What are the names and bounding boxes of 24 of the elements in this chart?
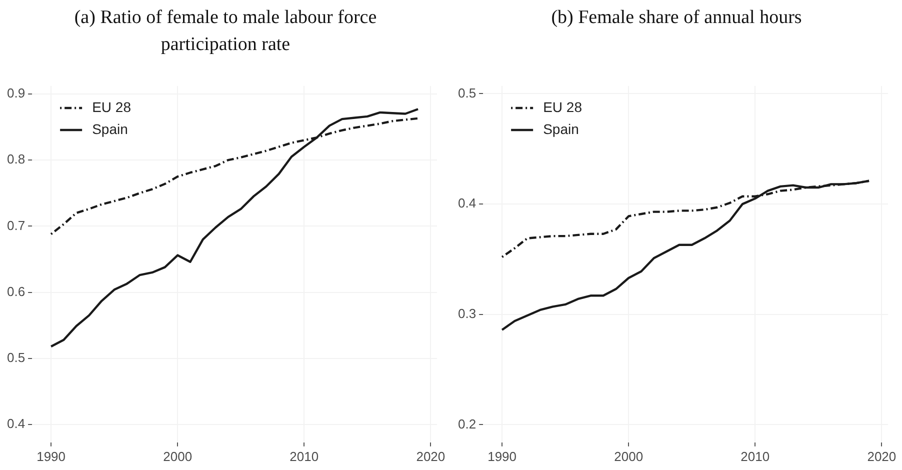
y-tick-label: 0.3	[458, 306, 476, 321]
x-tick-label: 2010	[290, 448, 319, 464]
legend-label: EU 28	[543, 98, 582, 115]
legend-label: Spain	[543, 120, 579, 137]
chart-title: (a) Ratio of female to male labour force participation rate	[73, 6, 378, 57]
x-tick-label: 2020	[867, 448, 896, 464]
y-tick-label: 0.7	[6, 218, 26, 233]
legend-label: EU 28	[92, 98, 132, 115]
x-tick-label: 2000	[614, 448, 644, 464]
x-tick-label: 1990	[36, 448, 66, 464]
x-tick-label: 2010	[740, 448, 770, 464]
y-tick-label: 0.2	[458, 416, 476, 432]
legend-label: Spain	[92, 120, 128, 137]
y-tick-label: 0.9	[6, 86, 26, 101]
y-tick-label: 0.4	[458, 196, 476, 211]
x-tick-label: 2020	[416, 448, 446, 464]
x-tick-label: 1990	[488, 448, 517, 464]
chart-title: (b) Female share of annual hours	[550, 6, 803, 30]
x-tick-label: 2000	[163, 448, 192, 464]
y-tick-label: 0.6	[6, 284, 26, 299]
y-tick-label: 0.5	[458, 85, 476, 100]
y-tick-label: 0.8	[6, 152, 26, 167]
y-tick-label: 0.5	[6, 350, 26, 366]
y-tick-label: 0.4	[6, 416, 26, 432]
